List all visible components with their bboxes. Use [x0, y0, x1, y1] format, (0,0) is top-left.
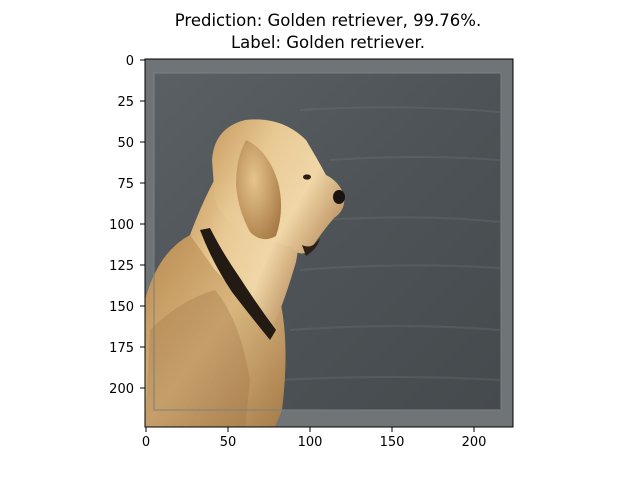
x-tick-label: 100 — [298, 435, 323, 450]
y-tick-label: 25 — [117, 95, 134, 110]
x-tick-label: 0 — [142, 435, 150, 450]
y-tick-label: 100 — [109, 218, 134, 233]
dog-eye — [303, 174, 311, 180]
dog-body-shadow — [145, 290, 250, 427]
x-axis: 0 50 100 150 200 — [142, 427, 487, 450]
y-axis: 0 25 50 75 100 125 150 175 200 — [109, 54, 145, 397]
x-tick-label: 200 — [462, 435, 487, 450]
plot-title-label: Label: Golden retriever. — [230, 33, 426, 52]
dog-mouth — [302, 238, 320, 256]
x-tick-label: 50 — [220, 435, 237, 450]
dog-photo — [145, 59, 513, 427]
photo-inner-frame — [153, 72, 502, 411]
y-tick-label: 150 — [109, 300, 134, 315]
y-tick-label: 0 — [126, 54, 134, 69]
axes-frame — [144, 58, 514, 428]
y-tick-label: 75 — [117, 177, 134, 192]
y-tick-label: 200 — [109, 382, 134, 397]
dog-nose — [333, 190, 345, 204]
dog-collar — [200, 228, 276, 340]
dog-ear — [236, 140, 282, 240]
y-tick-label: 125 — [109, 259, 134, 274]
water-texture — [279, 106, 501, 381]
y-tick-label: 175 — [109, 341, 134, 356]
x-tick-label: 150 — [380, 435, 405, 450]
plot-title-prediction: Prediction: Golden retriever, 99.76%. — [174, 11, 482, 30]
y-tick-label: 50 — [117, 136, 134, 151]
